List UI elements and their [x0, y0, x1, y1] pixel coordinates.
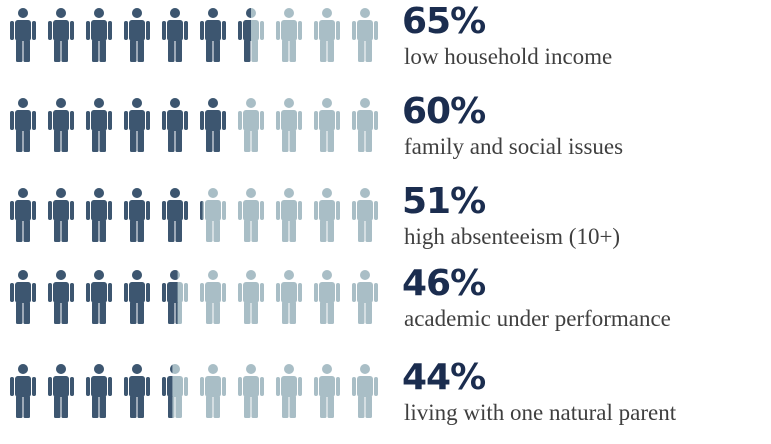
percent-label: 60% [402, 92, 485, 132]
percent-label: 65% [402, 2, 485, 42]
stat-row: 60% family and social issues [0, 98, 771, 178]
stat-description: low household income [404, 44, 612, 70]
percent-label: 46% [402, 264, 485, 304]
stat-row: 65% low household income [0, 8, 771, 88]
stat-row: 46% academic under performance [0, 270, 771, 350]
stat-row: 51% high absenteeism (10+) [0, 188, 771, 268]
stat-description: high absenteeism (10+) [404, 224, 620, 250]
percent-label: 44% [402, 358, 485, 398]
stat-description: living with one natural parent [404, 400, 676, 426]
stat-description: academic under performance [404, 306, 671, 332]
stat-row: 44% living with one natural parent [0, 364, 771, 444]
percent-label: 51% [402, 182, 485, 222]
stat-description: family and social issues [404, 134, 623, 160]
